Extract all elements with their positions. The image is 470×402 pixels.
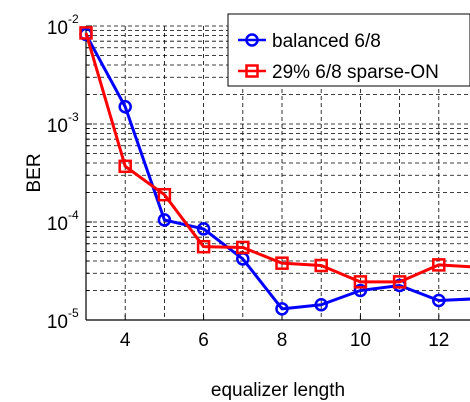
data-point-balanced bbox=[118, 99, 132, 114]
x-tick-label: 10 bbox=[350, 330, 371, 351]
data-point-balanced bbox=[432, 293, 446, 308]
series-line-balanced bbox=[84, 33, 470, 311]
tick-marks bbox=[86, 25, 440, 321]
y-tick-label-exponent: -5 bbox=[68, 306, 79, 320]
data-point-sparse bbox=[353, 275, 368, 289]
legend: balanced 6/8 29% 6/8 sparse-ON bbox=[227, 13, 470, 87]
legend-box bbox=[227, 13, 470, 87]
x-tick-label: 8 bbox=[277, 330, 288, 351]
data-point-sparse bbox=[236, 240, 250, 255]
x-tick-label: 12 bbox=[428, 330, 449, 351]
data-point-balanced bbox=[157, 213, 172, 227]
y-tick-label-base: 10 bbox=[47, 116, 68, 137]
y-tick-label-exponent: -2 bbox=[68, 12, 79, 26]
data-series bbox=[79, 26, 470, 316]
data-point-balanced bbox=[314, 298, 328, 312]
data-point-balanced bbox=[196, 222, 211, 236]
data-point-sparse bbox=[314, 258, 328, 273]
x-tick-label: 6 bbox=[198, 330, 209, 351]
y-tick-label-exponent: -4 bbox=[68, 208, 79, 222]
data-point-sparse bbox=[118, 159, 132, 174]
series-line-sparse bbox=[84, 32, 470, 284]
data-point-balanced bbox=[275, 302, 289, 316]
data-point-sparse bbox=[79, 26, 93, 40]
data-point-sparse bbox=[196, 239, 211, 254]
x-axis-label: equalizer length bbox=[211, 380, 345, 401]
legend-label-sparse: 29% 6/8 sparse-ON bbox=[272, 62, 439, 83]
legend-label-balanced: balanced 6/8 bbox=[272, 31, 381, 52]
y-axis-label: BER bbox=[24, 153, 45, 192]
x-tick-label: 4 bbox=[120, 330, 131, 351]
y-tick-label-base: 10 bbox=[47, 214, 68, 235]
y-tick-label-base: 10 bbox=[47, 312, 68, 333]
y-tick-label-exponent: -3 bbox=[68, 110, 79, 124]
data-point-balanced bbox=[353, 283, 368, 298]
legend-marker-square bbox=[245, 64, 259, 78]
data-point-sparse bbox=[275, 256, 289, 270]
data-point-sparse bbox=[157, 187, 172, 202]
data-point-sparse bbox=[432, 258, 446, 272]
data-point-sparse bbox=[392, 275, 407, 289]
legend-marker-circle bbox=[245, 33, 259, 47]
y-tick-label-base: 10 bbox=[47, 18, 68, 39]
